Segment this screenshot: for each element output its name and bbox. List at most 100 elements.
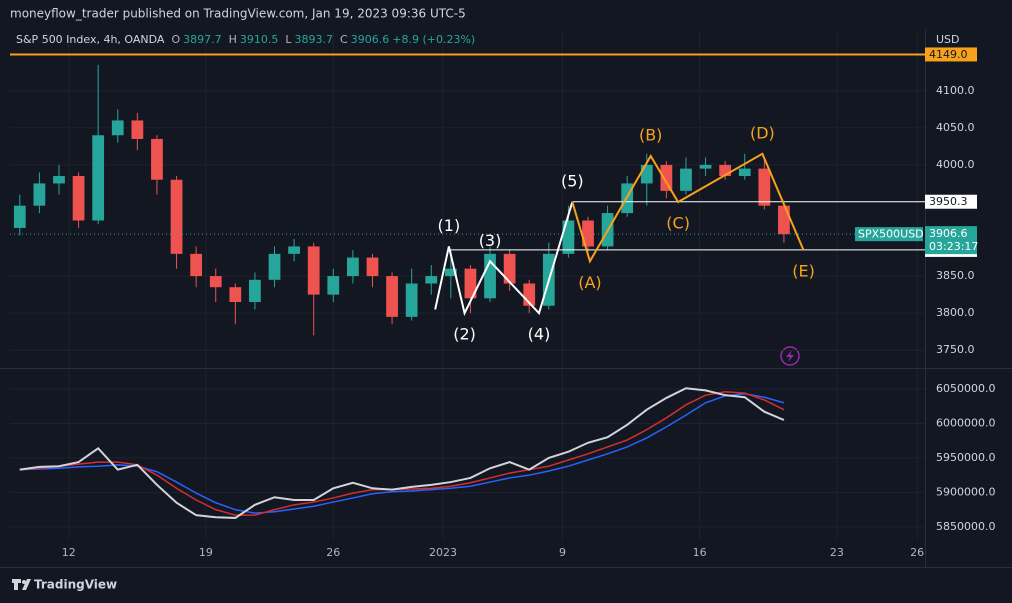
legend-value: 3893.7 bbox=[294, 33, 334, 46]
x-tick-label: 9 bbox=[559, 546, 566, 559]
candle-body bbox=[680, 168, 692, 191]
candle-body bbox=[92, 135, 105, 221]
symbol-title: S&P 500 Index, 4h, OANDA bbox=[16, 33, 165, 46]
y-tick-label: 4050.0 bbox=[936, 121, 975, 134]
x-tick-label: 12 bbox=[62, 546, 76, 559]
y-tick-label: 3750.0 bbox=[936, 343, 975, 356]
level-tag bbox=[925, 194, 977, 209]
header: moneyflow_trader published on TradingVie… bbox=[10, 7, 466, 21]
wave-line bbox=[571, 152, 805, 264]
last-price-tag bbox=[925, 226, 977, 255]
wave-label: (1) bbox=[438, 216, 461, 235]
wave-label: (5) bbox=[561, 171, 584, 190]
legend-key: C bbox=[340, 33, 348, 46]
y-tick-label: 3850.0 bbox=[936, 269, 975, 282]
level-tag bbox=[925, 47, 977, 62]
candle-body bbox=[582, 220, 594, 247]
candle-body bbox=[327, 276, 340, 295]
y-tick-label: 4000.0 bbox=[936, 158, 975, 171]
candle-body bbox=[758, 168, 771, 206]
currency: USD bbox=[936, 33, 960, 46]
legend-value: 3910.5 bbox=[239, 33, 279, 46]
candle-body bbox=[405, 283, 418, 317]
wave-line bbox=[434, 201, 574, 317]
x-tick-label: 16 bbox=[693, 546, 707, 559]
wave-label: (E) bbox=[792, 262, 815, 281]
footer-logo bbox=[12, 579, 31, 590]
candle-body bbox=[484, 253, 496, 299]
wave-label: (2) bbox=[453, 325, 476, 344]
candle-body bbox=[523, 283, 536, 306]
level-label: 3950.3 bbox=[929, 195, 968, 208]
x-tick-label: 19 bbox=[199, 546, 213, 559]
y-tick-label: 5900000.0 bbox=[936, 485, 996, 498]
wave-label: (4) bbox=[528, 325, 551, 344]
legend-value: 3897.7 bbox=[183, 33, 222, 46]
candle-body bbox=[307, 246, 320, 295]
y-tick-label: 4100.0 bbox=[936, 84, 975, 97]
y-tick-label: 3800.0 bbox=[936, 306, 975, 319]
candle-body bbox=[13, 205, 26, 228]
x-tick-label: 26 bbox=[326, 546, 340, 559]
candle-body bbox=[660, 164, 673, 191]
x-tick-label: 2023 bbox=[429, 546, 457, 559]
candle-body bbox=[425, 276, 438, 284]
candle-body bbox=[53, 176, 65, 184]
candle-body bbox=[33, 183, 46, 206]
candle-body bbox=[503, 253, 516, 284]
candle-body bbox=[562, 220, 575, 254]
level-label: 4149.0 bbox=[929, 48, 968, 61]
wave-label: (A) bbox=[578, 273, 601, 292]
candle-body bbox=[347, 257, 359, 277]
wave-label: (B) bbox=[639, 126, 662, 145]
wave-label: (C) bbox=[666, 213, 690, 232]
indicator-line bbox=[19, 387, 785, 519]
x-tick-label: 26 bbox=[910, 546, 924, 559]
footer-brand: TradingView bbox=[34, 578, 117, 592]
candle-body bbox=[640, 164, 653, 184]
candle-body bbox=[72, 176, 85, 221]
legend-key: H bbox=[228, 33, 237, 46]
candle-body bbox=[151, 138, 163, 180]
y-tick-label: 5950000.0 bbox=[936, 451, 996, 464]
candle-body bbox=[778, 205, 790, 235]
alert-bolt bbox=[786, 350, 794, 362]
y-tick-label: 6050000.0 bbox=[936, 382, 996, 395]
candle-body bbox=[366, 257, 379, 277]
candle-body bbox=[464, 268, 477, 299]
last-price-label: 3906.6 bbox=[929, 227, 968, 240]
candle-body bbox=[738, 168, 751, 177]
alert-icon[interactable] bbox=[780, 346, 800, 366]
x-tick-label: 23 bbox=[830, 546, 844, 559]
y-tick-label: 6000000.0 bbox=[936, 416, 996, 429]
wave-label: (3) bbox=[479, 231, 502, 250]
candle-body bbox=[170, 179, 183, 254]
legend-key: L bbox=[285, 33, 292, 46]
countdown-label: 03:23:17 bbox=[929, 240, 978, 253]
candle-body bbox=[209, 276, 222, 288]
legend-change: +8.9 (+0.23%) bbox=[392, 33, 476, 46]
candle-body bbox=[131, 120, 144, 139]
candle-body bbox=[699, 164, 712, 169]
wave-label: (D) bbox=[750, 123, 775, 142]
candle-body bbox=[719, 164, 732, 177]
legend-key: O bbox=[171, 33, 181, 46]
candle-body bbox=[268, 253, 281, 280]
candle-body bbox=[444, 268, 457, 277]
indicator-line bbox=[19, 393, 785, 514]
candle-body bbox=[190, 253, 203, 277]
candle-body bbox=[288, 246, 300, 254]
symbol-tag bbox=[855, 227, 923, 242]
legend-value: 3906.6 bbox=[350, 33, 390, 46]
candle-body bbox=[229, 287, 242, 303]
candle-body bbox=[249, 279, 261, 303]
candle-body bbox=[386, 276, 398, 317]
legend: S&P 500 Index, 4h, OANDA O 3897.7 H 3910.5… bbox=[16, 33, 475, 46]
indicator-line bbox=[19, 390, 785, 516]
symbol-label: SPX500USD bbox=[858, 228, 924, 241]
candle-body bbox=[111, 120, 124, 136]
y-tick-label: 5850000.0 bbox=[936, 520, 996, 533]
